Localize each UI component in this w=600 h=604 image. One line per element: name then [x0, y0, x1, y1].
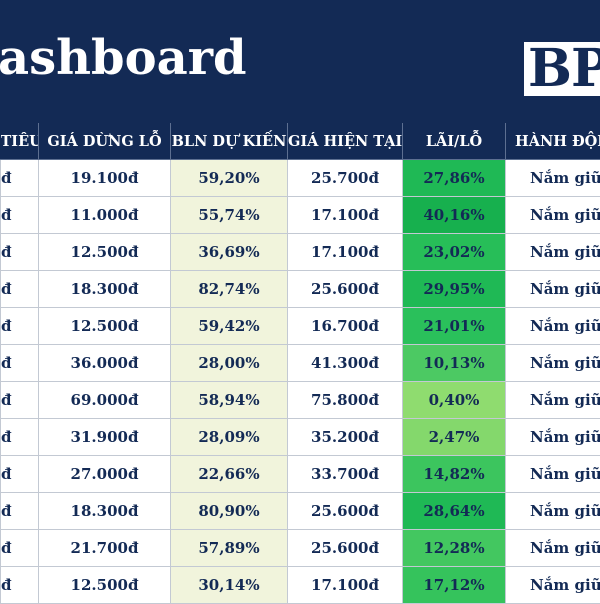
column-header-expected-profit: BLN DỰ KIẾN	[171, 123, 288, 160]
portfolio-table: TIÊU GIÁ DỪNG LỖ BLN DỰ KIẾN GIÁ HIỆN TẠ…	[0, 123, 600, 604]
cell-target: đ	[1, 419, 39, 456]
cell-target: đ	[1, 382, 39, 419]
cell-current-price: 25.600đ	[288, 271, 403, 308]
cell-target: đ	[1, 234, 39, 271]
cell-profit-loss: 2,47%	[403, 419, 506, 456]
cell-expected-profit: 28,09%	[171, 419, 288, 456]
cell-profit-loss: 0,40%	[403, 382, 506, 419]
cell-current-price: 75.800đ	[288, 382, 403, 419]
cell-stop-loss: 12.500đ	[39, 234, 171, 271]
cell-target: đ	[1, 271, 39, 308]
cell-action: Nắm giữ	[506, 271, 600, 308]
cell-expected-profit: 59,20%	[171, 160, 288, 197]
cell-action: Nắm giữ	[506, 493, 600, 530]
cell-action: Nắm giữ	[506, 382, 600, 419]
cell-current-price: 17.100đ	[288, 197, 403, 234]
cell-stop-loss: 36.000đ	[39, 345, 171, 382]
dashboard-header: ashboard BP	[0, 0, 600, 120]
cell-profit-loss: 29,95%	[403, 271, 506, 308]
cell-expected-profit: 22,66%	[171, 456, 288, 493]
cell-profit-loss: 10,13%	[403, 345, 506, 382]
cell-stop-loss: 18.300đ	[39, 271, 171, 308]
cell-action: Nắm giữ	[506, 197, 600, 234]
brand-logo: BP	[524, 42, 600, 96]
cell-expected-profit: 59,42%	[171, 308, 288, 345]
cell-current-price: 16.700đ	[288, 308, 403, 345]
cell-expected-profit: 80,90%	[171, 493, 288, 530]
cell-action: Nắm giữ	[506, 456, 600, 493]
cell-action: Nắm giữ	[506, 567, 600, 604]
cell-current-price: 33.700đ	[288, 456, 403, 493]
cell-stop-loss: 11.000đ	[39, 197, 171, 234]
cell-target: đ	[1, 456, 39, 493]
cell-expected-profit: 58,94%	[171, 382, 288, 419]
cell-current-price: 41.300đ	[288, 345, 403, 382]
cell-stop-loss: 21.700đ	[39, 530, 171, 567]
logo-text: BP	[528, 42, 600, 96]
cell-profit-loss: 17,12%	[403, 567, 506, 604]
cell-current-price: 25.600đ	[288, 493, 403, 530]
cell-profit-loss: 27,86%	[403, 160, 506, 197]
cell-profit-loss: 14,82%	[403, 456, 506, 493]
cell-action: Nắm giữ	[506, 530, 600, 567]
cell-profit-loss: 21,01%	[403, 308, 506, 345]
cell-stop-loss: 12.500đ	[39, 308, 171, 345]
cell-action: Nắm giữ	[506, 160, 600, 197]
cell-expected-profit: 36,69%	[171, 234, 288, 271]
cell-target: đ	[1, 345, 39, 382]
cell-action: Nắm giữ	[506, 234, 600, 271]
cell-target: đ	[1, 197, 39, 234]
cell-action: Nắm giữ	[506, 345, 600, 382]
column-header-stop-loss: GIÁ DỪNG LỖ	[39, 123, 171, 160]
cell-target: đ	[1, 493, 39, 530]
cell-action: Nắm giữ	[506, 308, 600, 345]
page-title: ashboard	[0, 28, 247, 88]
column-header-action: HÀNH ĐỘNG	[506, 123, 600, 160]
cell-expected-profit: 30,14%	[171, 567, 288, 604]
cell-expected-profit: 28,00%	[171, 345, 288, 382]
cell-stop-loss: 31.900đ	[39, 419, 171, 456]
cell-stop-loss: 69.000đ	[39, 382, 171, 419]
cell-current-price: 17.100đ	[288, 567, 403, 604]
column-header-current-price: GIÁ HIỆN TẠI	[288, 123, 403, 160]
cell-expected-profit: 57,89%	[171, 530, 288, 567]
cell-profit-loss: 23,02%	[403, 234, 506, 271]
cell-profit-loss: 40,16%	[403, 197, 506, 234]
cell-expected-profit: 55,74%	[171, 197, 288, 234]
column-header-target: TIÊU	[1, 123, 39, 160]
cell-profit-loss: 12,28%	[403, 530, 506, 567]
cell-stop-loss: 18.300đ	[39, 493, 171, 530]
cell-current-price: 17.100đ	[288, 234, 403, 271]
cell-current-price: 25.700đ	[288, 160, 403, 197]
table-header-row: TIÊU GIÁ DỪNG LỖ BLN DỰ KIẾN GIÁ HIỆN TẠ…	[1, 123, 600, 160]
cell-profit-loss: 28,64%	[403, 493, 506, 530]
cell-current-price: 25.600đ	[288, 530, 403, 567]
column-header-profit-loss: LÃI/LỖ	[403, 123, 506, 160]
cell-expected-profit: 82,74%	[171, 271, 288, 308]
cell-current-price: 35.200đ	[288, 419, 403, 456]
cell-target: đ	[1, 567, 39, 604]
cell-target: đ	[1, 308, 39, 345]
cell-stop-loss: 12.500đ	[39, 567, 171, 604]
cell-target: đ	[1, 530, 39, 567]
cell-action: Nắm giữ	[506, 419, 600, 456]
cell-target: đ	[1, 160, 39, 197]
cell-stop-loss: 27.000đ	[39, 456, 171, 493]
cell-stop-loss: 19.100đ	[39, 160, 171, 197]
